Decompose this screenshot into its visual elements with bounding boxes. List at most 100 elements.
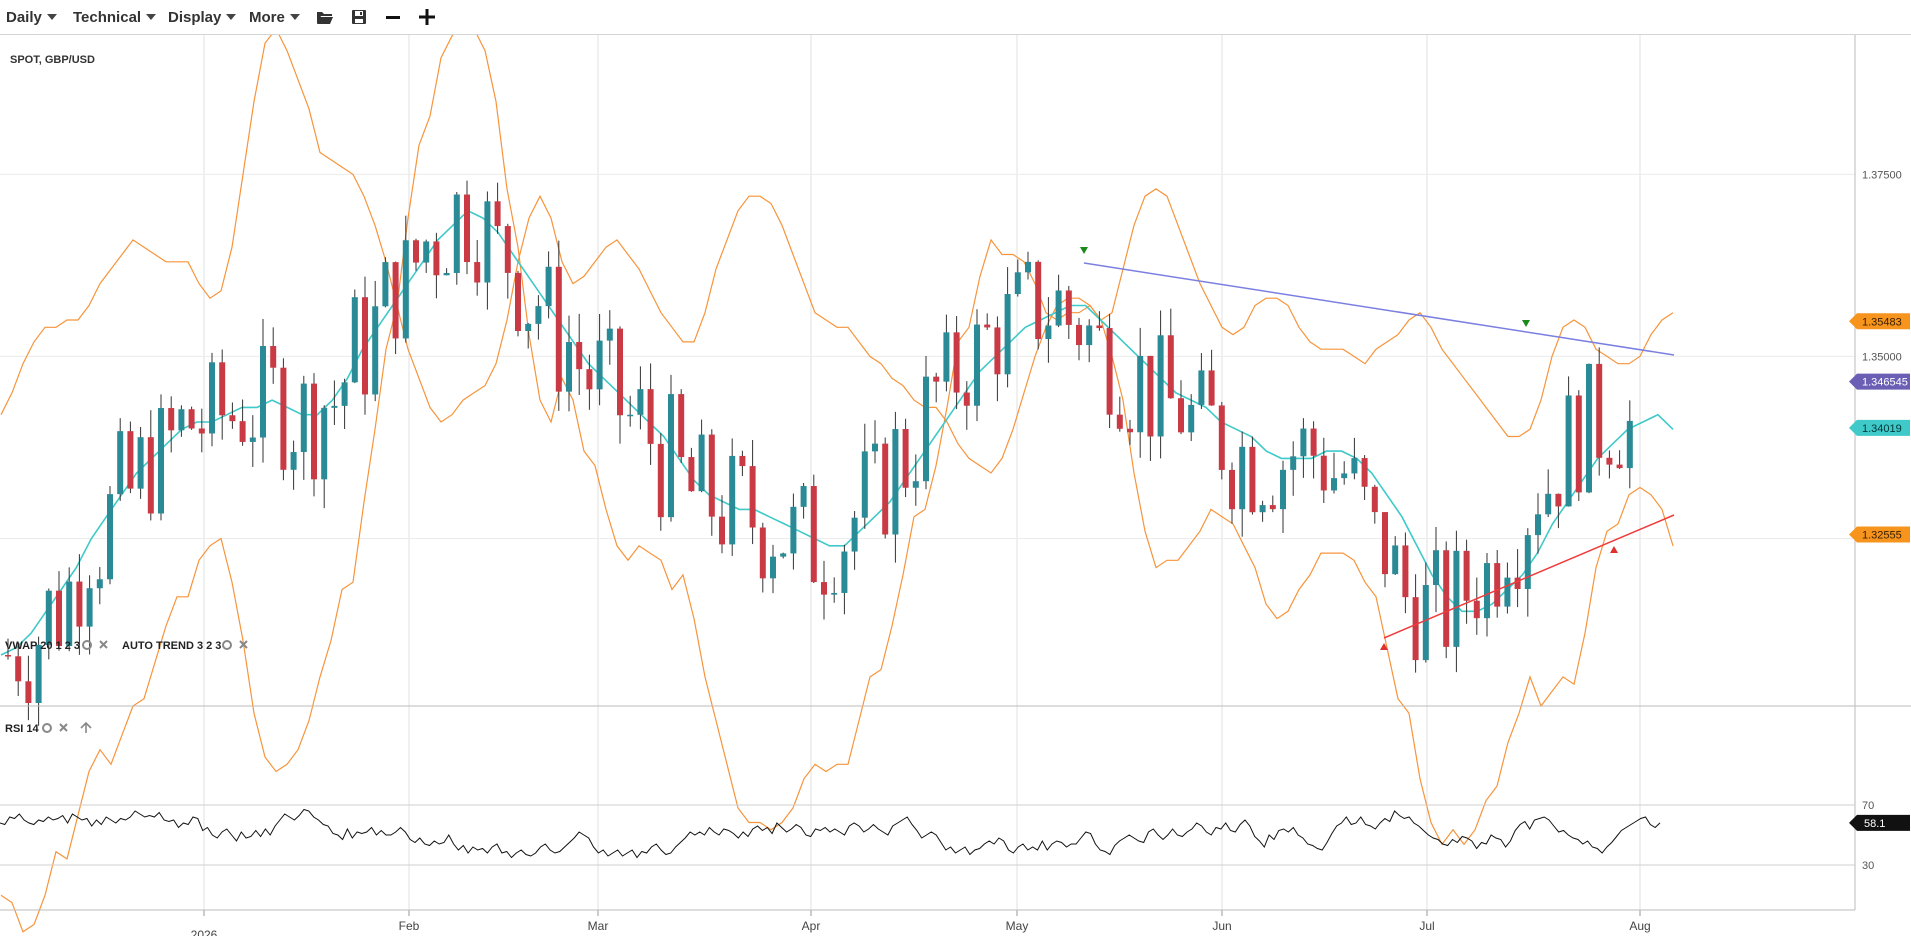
candle-body [107,494,113,580]
candle-body [1422,584,1429,661]
candle-body [1239,446,1246,510]
candle-body [963,392,970,406]
price-tag-label: 1.346545 [1862,377,1908,389]
candle-body [1484,563,1490,619]
more-menu[interactable]: More [249,7,300,27]
display-menu[interactable]: Display [168,7,237,27]
folder-open-icon[interactable] [313,5,337,29]
auto-trend-label: AUTO TREND 3 2 3 [122,640,221,652]
close-icon[interactable] [239,640,248,649]
gear-icon[interactable] [42,723,52,733]
candle-body [443,272,450,276]
candle-body [137,437,144,489]
candle-body [861,451,868,518]
candle-body [749,466,756,528]
candle-body [535,306,542,324]
candle-body [198,428,205,434]
technical-menu-label: Technical [73,8,142,26]
candle-body [35,644,42,703]
zoom-in-icon[interactable] [415,5,439,29]
candle-body [1229,469,1235,510]
gear-icon[interactable] [222,640,232,650]
swing-high-marker [1080,247,1088,254]
candle-body [708,434,715,517]
bollinger-lower-band [0,35,1674,933]
save-icon[interactable] [347,5,371,29]
candle-body [219,362,226,416]
svg-text:RSI 14: RSI 14 [5,723,40,735]
candle-body [576,342,583,370]
candle-body [188,409,195,429]
price-tags: 1.35483 1.346545 1.34019 1.32555 58.1 [1849,313,1910,831]
candle-body [209,362,215,434]
timeframe-menu[interactable]: Daily [6,7,57,27]
chevron-down-icon [289,14,300,20]
candle-body [1198,370,1205,405]
y-tick-label: 1.37500 [1862,169,1902,181]
candle-body [351,297,358,383]
candle-body [1188,404,1195,433]
display-menu-label: Display [168,8,222,26]
candle-body [1106,328,1113,415]
technical-menu[interactable]: Technical [73,7,157,27]
candle-body [158,408,164,514]
candle-body [1055,290,1062,326]
chevron-down-icon [146,14,157,20]
candle-body [1382,512,1388,575]
x-tick-label: Apr [802,919,821,933]
candle-body [810,486,817,583]
candle-body [1433,550,1439,585]
candle-body [1443,550,1450,647]
price-tag-label: 1.35483 [1862,316,1902,328]
candle-body [229,415,236,422]
candle-body [953,332,960,393]
candle-body [902,429,909,488]
candle-body [453,194,460,273]
chevron-down-icon [46,14,57,20]
candle-body [1626,420,1633,469]
candle-body [923,376,929,482]
more-menu-label: More [249,8,285,26]
x-tick-label: Jun [1212,919,1231,933]
candle-body [1116,414,1123,429]
candle-body [647,389,654,444]
candle-body [300,383,307,453]
candle-body [1290,456,1297,470]
candle-body [1616,464,1623,469]
candle-body [249,437,256,442]
arrow-up-icon[interactable] [80,721,92,733]
support-trend-line[interactable] [1383,514,1675,639]
candle-body [168,408,175,431]
candle-body [1065,290,1072,325]
x-tick-label: Feb [399,919,420,933]
candle-body [178,409,185,431]
x-tick-label: Jul [1419,919,1434,933]
bollinger-upper-band [0,35,1674,474]
resistance-trend-line[interactable] [1083,262,1675,356]
candle-body [1280,469,1286,510]
candle-body [423,241,430,263]
candle-body [260,346,266,438]
close-icon[interactable] [59,723,68,732]
rsi-line [0,808,1661,859]
candle-body [872,443,878,452]
candle-body [566,342,572,392]
candle-body [1494,563,1501,607]
candle-body [86,588,93,627]
candle-body [96,579,103,589]
gear-icon[interactable] [82,640,92,650]
timeframe-menu-label: Daily [6,8,42,26]
candle-body [800,486,807,507]
price-tag [1849,419,1910,436]
candle-body [1351,458,1358,474]
price-tag-label: 1.32555 [1862,529,1902,541]
candle-body [596,340,603,390]
close-icon[interactable] [99,640,108,649]
candle-body [76,581,83,627]
swing-low-marker [1380,643,1388,650]
candle-body [1596,363,1603,458]
zoom-out-icon[interactable] [381,5,405,29]
candle-body [739,455,746,467]
candle-body [239,421,246,442]
